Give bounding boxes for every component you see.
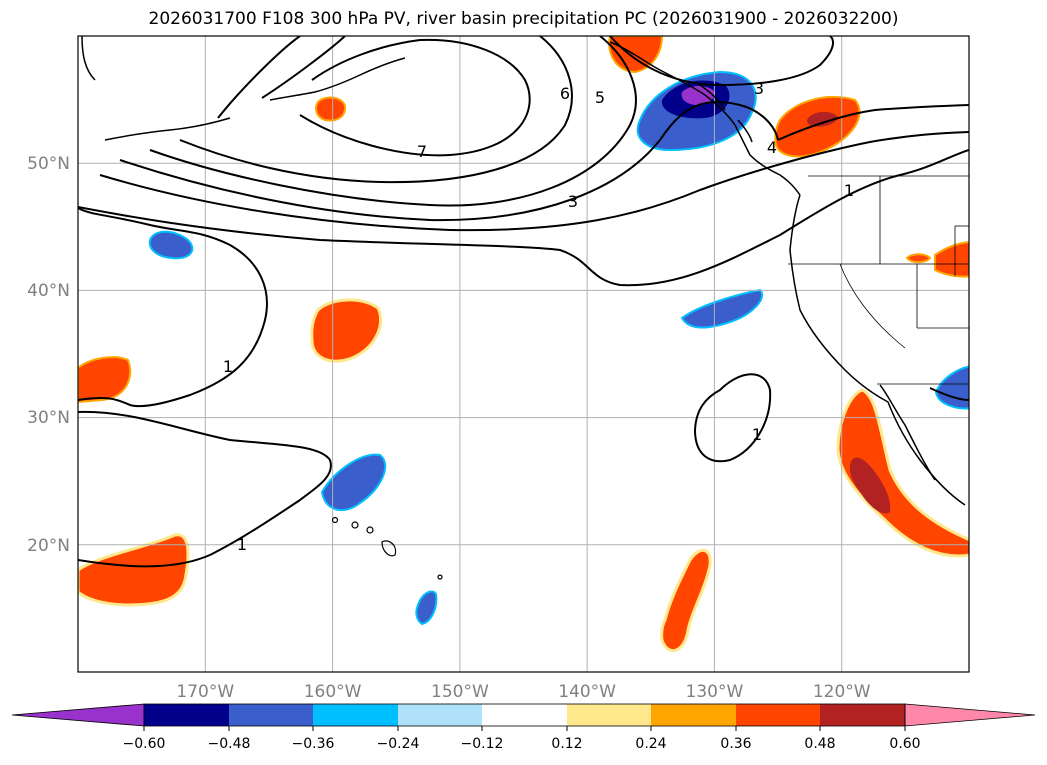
shade-nevada-positive bbox=[934, 241, 969, 278]
colorbar-extend-low bbox=[11, 703, 145, 727]
colorbar-tick-label: 0.60 bbox=[889, 736, 920, 752]
contour-1-loop bbox=[693, 373, 772, 463]
lon-label-120w: 120°W bbox=[813, 682, 871, 702]
lon-label-130w: 130°W bbox=[686, 682, 744, 702]
contour-label-1-east: 1 bbox=[844, 181, 854, 200]
coast-aleutians bbox=[269, 57, 406, 101]
colorbar-ticks bbox=[143, 726, 906, 731]
shade-baja-negative bbox=[934, 365, 969, 410]
contour-4-east bbox=[777, 104, 969, 141]
shade-small-negative bbox=[415, 590, 438, 626]
lat-label-50n: 50°N bbox=[27, 154, 70, 174]
contour-label-1-loop: 1 bbox=[752, 425, 762, 444]
shade-subtropic-positive bbox=[78, 533, 190, 607]
colorbar-swatch-2 bbox=[229, 704, 313, 726]
contour-label-7: 7 bbox=[417, 142, 427, 161]
shade-nevada-small bbox=[905, 253, 932, 264]
shade-offshore-negative bbox=[680, 288, 763, 329]
contour-1-baja bbox=[929, 387, 969, 401]
colorbar-tick-label: 0.48 bbox=[804, 736, 835, 752]
lon-label-170w: 170°W bbox=[176, 682, 234, 702]
contour-1-jet bbox=[78, 149, 969, 287]
hawaii-islands bbox=[331, 516, 443, 580]
shade-aleutian-positive bbox=[315, 96, 347, 122]
shade-pnw-positive bbox=[774, 96, 861, 158]
contour-3 bbox=[99, 131, 969, 232]
contour-3-north bbox=[609, 36, 834, 87]
lon-label-160w: 160°W bbox=[304, 682, 362, 702]
shade-mexico-positive bbox=[836, 388, 969, 558]
lat-label-30n: 30°N bbox=[27, 408, 70, 428]
contour-label-3-north: 3 bbox=[754, 79, 764, 98]
colorbar-swatch-6 bbox=[567, 704, 651, 726]
contour-label-5: 5 bbox=[595, 88, 605, 107]
contour-5 bbox=[149, 36, 637, 207]
colorbar-swatch-1 bbox=[144, 704, 229, 726]
shade-central-positive bbox=[310, 298, 383, 363]
colorbar-swatch-3 bbox=[313, 704, 398, 726]
map-panel: 6 5 3 7 4 3 1 1 1 1 bbox=[77, 35, 970, 673]
colorbar-tick-label: −0.24 bbox=[377, 736, 420, 752]
pv-contours bbox=[78, 36, 969, 568]
coast-bc-islands bbox=[699, 84, 753, 143]
contour-5-6-outer bbox=[217, 36, 301, 119]
coast-us-west bbox=[789, 194, 966, 506]
contour-6 bbox=[179, 36, 573, 184]
contour-label-4: 4 bbox=[767, 138, 777, 157]
shade-mexico-core bbox=[849, 457, 891, 514]
contour-label-6: 6 bbox=[560, 84, 570, 103]
lat-tick-labels: 50°N 40°N 30°N 20°N bbox=[27, 154, 70, 556]
lon-label-150w: 150°W bbox=[431, 682, 489, 702]
colorbar-swatch-9 bbox=[820, 704, 905, 726]
colorbar-tick-label: −0.12 bbox=[461, 736, 504, 752]
contour-7 bbox=[261, 36, 346, 99]
colorbar-tick-label: 0.24 bbox=[635, 736, 666, 752]
colorbar-tick-label: −0.48 bbox=[208, 736, 251, 752]
coast-siberia bbox=[81, 36, 96, 81]
colorbar: −0.60 −0.48 −0.36 −0.24 −0.12 0.12 0.24 … bbox=[11, 703, 1036, 752]
coast-aleutians-west bbox=[104, 117, 231, 141]
contour-labels: 6 5 3 7 4 3 1 1 1 1 bbox=[223, 79, 854, 554]
colorbar-swatch-5 bbox=[482, 704, 567, 726]
shade-pnw-core bbox=[807, 111, 838, 127]
plot-title: 2026031700 F108 300 hPa PV, river basin … bbox=[148, 9, 899, 29]
contour-7-inner bbox=[299, 38, 531, 157]
colorbar-tick-label: 0.12 bbox=[551, 736, 582, 752]
shade-hawaii-negative bbox=[320, 453, 387, 512]
coastlines bbox=[81, 36, 966, 506]
colorbar-frame bbox=[143, 703, 906, 727]
contour-1-west bbox=[78, 207, 268, 408]
contour-1-lower bbox=[78, 410, 332, 568]
colorbar-swatch-4 bbox=[398, 704, 482, 726]
lon-tick-labels: 170°W 160°W 150°W 140°W 130°W 120°W bbox=[176, 682, 870, 702]
political-borders bbox=[788, 175, 969, 385]
lat-label-40n: 40°N bbox=[27, 281, 70, 301]
contour-label-1-west: 1 bbox=[223, 357, 233, 376]
colorbar-swatch-7 bbox=[651, 704, 736, 726]
contour-label-1-south: 1 bbox=[237, 535, 247, 554]
shade-dateline-negative bbox=[148, 230, 194, 260]
colorbar-swatch-8 bbox=[736, 704, 820, 726]
gridlines bbox=[78, 36, 969, 672]
colorbar-tick-label: −0.60 bbox=[123, 736, 166, 752]
precip-shading bbox=[78, 36, 969, 653]
colorbar-extend-high bbox=[904, 703, 1036, 727]
lon-label-140w: 140°W bbox=[558, 682, 616, 702]
coast-alaska bbox=[609, 41, 801, 196]
shade-south-positive bbox=[660, 549, 712, 653]
colorbar-tick-label: −0.36 bbox=[292, 736, 335, 752]
contour-4-west bbox=[119, 100, 779, 222]
map-frame bbox=[77, 35, 970, 673]
contour-label-3: 3 bbox=[568, 192, 578, 211]
colorbar-tick-label: 0.36 bbox=[720, 736, 751, 752]
coast-baja bbox=[879, 384, 936, 481]
lat-label-20n: 20°N bbox=[27, 536, 70, 556]
